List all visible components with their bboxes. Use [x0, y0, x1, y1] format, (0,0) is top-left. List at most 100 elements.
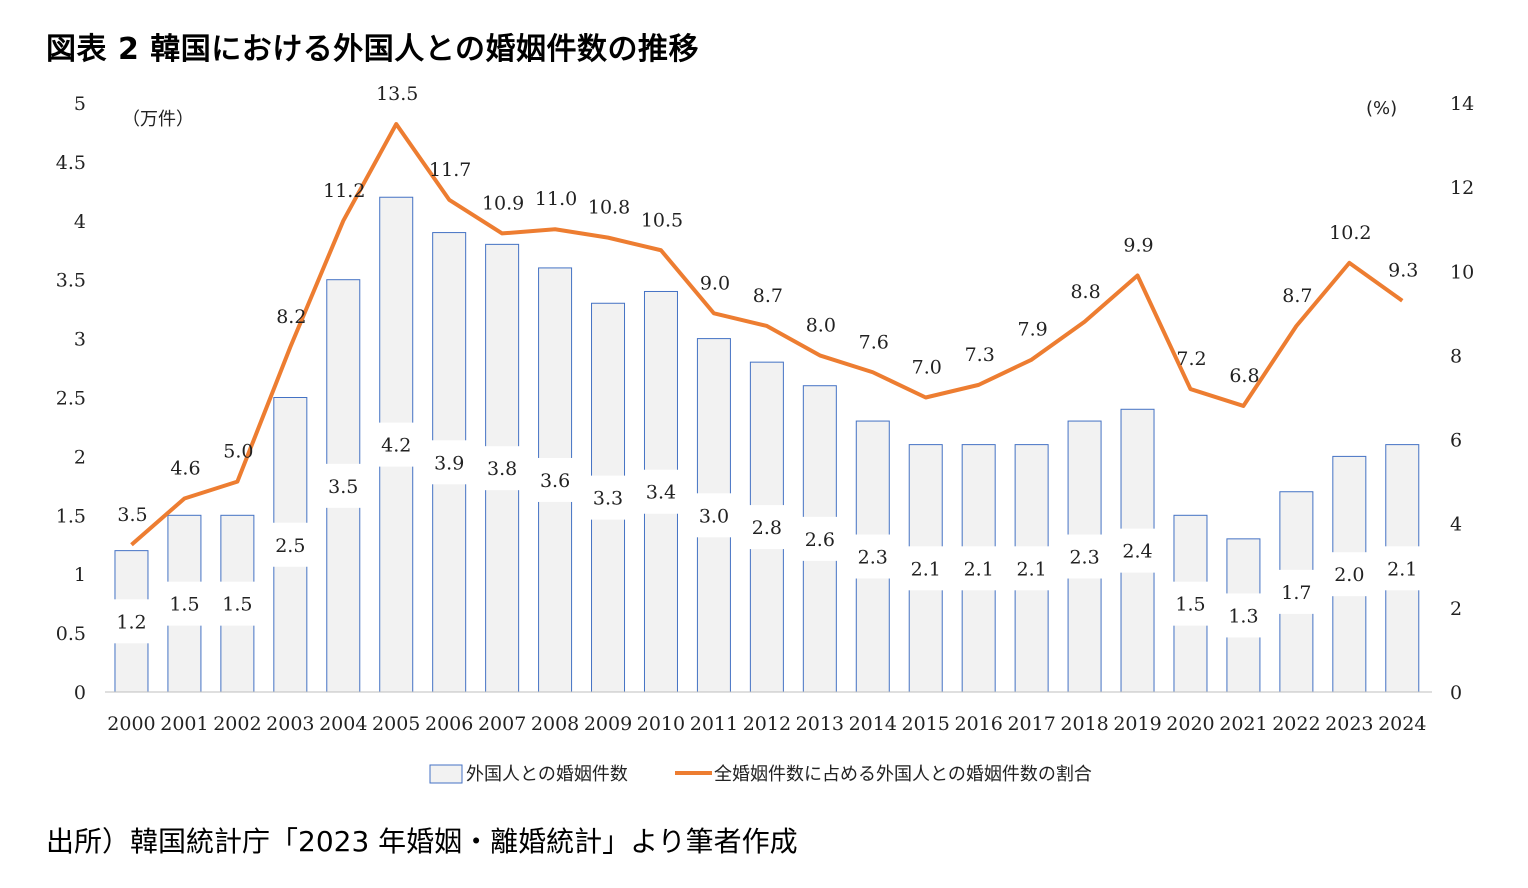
x-axis-tick: 2014: [849, 713, 897, 735]
line-data-label: 8.7: [1282, 285, 1312, 307]
right-axis-tick: 4: [1450, 514, 1462, 536]
x-axis-tick: 2008: [531, 713, 579, 735]
legend-bar-label: 外国人との婚姻件数: [466, 764, 628, 785]
bar-label-bg: [846, 534, 899, 579]
line-data-label: 7.2: [1176, 348, 1206, 370]
x-axis-tick: 2016: [954, 713, 1002, 735]
bar-data-label: 3.4: [646, 482, 676, 504]
right-axis-tick: 10: [1450, 261, 1474, 283]
chart-title: 図表 2 韓国における外国人との婚姻件数の推移: [46, 32, 699, 67]
bar-data-label: 2.4: [1122, 541, 1152, 563]
bar-label-bg: [1164, 581, 1217, 626]
bar-label-bg: [423, 440, 476, 485]
bar-label-bg: [264, 522, 317, 567]
bar-label-bg: [793, 516, 846, 561]
legend-bar-swatch: [429, 764, 463, 784]
left-axis-tick: 3: [74, 329, 86, 351]
x-axis-tick: 2015: [902, 713, 950, 735]
line-data-label: 8.8: [1070, 281, 1100, 303]
bar-label-bg: [1270, 569, 1323, 614]
line-data-labels: 3.5 4.6 5.0 8.2 11.2 13.5 11.7 10.9 11.0 10.8 10.5…: [117, 83, 1418, 526]
bar-data-label: 1.5: [222, 594, 252, 616]
left-axis-tick: 0.5: [56, 623, 86, 645]
left-axis-tick: 3.5: [56, 270, 86, 292]
right-axis-tick: 14: [1450, 93, 1474, 115]
x-axis-tick: 2018: [1060, 713, 1108, 735]
bar-label-bg: [1323, 552, 1376, 597]
bar-data-label: 3.6: [540, 470, 570, 492]
bar-data-label: 1.3: [1228, 605, 1258, 627]
left-axis-tick: 2.5: [56, 388, 86, 410]
line-data-label: 8.0: [806, 314, 836, 336]
line-data-label: 11.2: [323, 180, 365, 202]
line-data-label: 6.8: [1229, 365, 1259, 387]
bar-data-label: 3.8: [487, 458, 517, 480]
x-axis-tick: 2002: [213, 713, 261, 735]
legend-line-label: 全婚姻件数に占める外国人との婚姻件数の割合: [714, 764, 1092, 785]
bar-label-bg: [687, 493, 740, 538]
bar-data-label: 2.5: [275, 535, 305, 557]
bar-label-bg: [476, 446, 529, 491]
bar-data-label: 2.3: [858, 547, 888, 569]
line-data-label: 7.0: [912, 357, 942, 379]
bar-label-bg: [952, 546, 1005, 591]
right-axis-tick: 0: [1450, 682, 1462, 704]
chart: 0 0.5 1 1.5 2 2.5 3 3.5 4 4.5 5 0 2 4 6 8 10 12 14 （万件） (…: [56, 83, 1474, 785]
x-axis-tick: 2019: [1113, 713, 1161, 735]
line-data-label: 8.7: [753, 285, 783, 307]
bar-data-label: 2.1: [964, 558, 994, 580]
line-data-label: 5.0: [223, 441, 253, 463]
ratio-line: [130, 122, 1404, 547]
line-data-label: 3.5: [117, 504, 147, 526]
line-data-label: 10.2: [1329, 222, 1371, 244]
line-data-label: 7.3: [965, 344, 995, 366]
bar-label-bg: [158, 581, 211, 626]
left-axis-tick: 4: [74, 211, 86, 233]
bar-data-label: 2.0: [1334, 564, 1364, 586]
line-data-label: 13.5: [376, 83, 418, 105]
x-axis-tick: 2006: [425, 713, 473, 735]
bar-data-labels: 1.2 1.5 1.5 2.5 3.5 4.2 3.9 3.8 3.6 3.3 3.4 3.0 2.8 2…: [105, 422, 1429, 644]
left-axis-tick: 0: [74, 682, 86, 704]
x-axis-tick: 2011: [690, 713, 738, 735]
bar-label-bg: [211, 581, 264, 626]
right-axis-tick: 6: [1450, 430, 1462, 452]
bar-label-bg: [899, 546, 952, 591]
bar-data-label: 2.3: [1069, 547, 1099, 569]
left-axis-tick: 5: [74, 93, 86, 115]
x-axis-tick: 2020: [1166, 713, 1214, 735]
left-axis-tick: 1.5: [56, 505, 86, 527]
x-axis-tick: 2009: [584, 713, 632, 735]
bar-label-bg: [370, 422, 423, 467]
x-axis-tick: 2012: [743, 713, 791, 735]
right-axis-tick: 8: [1450, 345, 1462, 367]
x-axis-tick: 2013: [796, 713, 844, 735]
x-axis-tick: 2004: [319, 713, 367, 735]
line-data-label: 9.3: [1388, 260, 1418, 282]
right-axis-unit: (%): [1366, 98, 1397, 119]
line-data-label: 10.5: [641, 209, 683, 231]
x-axis-ticks: 2000 2001 2002 2003 2004 2005 2006 2007 2008 2009…: [107, 713, 1426, 735]
x-axis-tick: 2000: [107, 713, 155, 735]
bar-label-bg: [317, 463, 370, 508]
left-axis-tick: 2: [74, 446, 86, 468]
source-note: 出所）韓国統計庁「2023 年婚姻・離婚統計」より筆者作成: [46, 825, 798, 858]
line-data-label: 10.8: [588, 197, 630, 219]
line-data-label: 10.9: [482, 192, 524, 214]
bar-data-label: 2.1: [911, 558, 941, 580]
bar-data-label: 2.1: [1387, 558, 1417, 580]
bar-data-label: 1.5: [1175, 594, 1205, 616]
bar-label-bg: [1376, 546, 1429, 591]
line-data-label: 8.2: [276, 306, 306, 328]
x-axis-tick: 2023: [1325, 713, 1373, 735]
bar-data-label: 3.5: [328, 476, 358, 498]
bar-label-bg: [529, 457, 582, 502]
right-axis-tick: 2: [1450, 598, 1462, 620]
x-axis-tick: 2022: [1272, 713, 1320, 735]
bar-label-bg: [1217, 593, 1270, 638]
line-data-label: 9.0: [700, 272, 730, 294]
right-axis-ticks: 0 2 4 6 8 10 12 14: [1450, 93, 1474, 704]
bar-label-bg: [1111, 528, 1164, 573]
line-data-label: 11.0: [535, 188, 577, 210]
x-axis-tick: 2024: [1378, 713, 1426, 735]
